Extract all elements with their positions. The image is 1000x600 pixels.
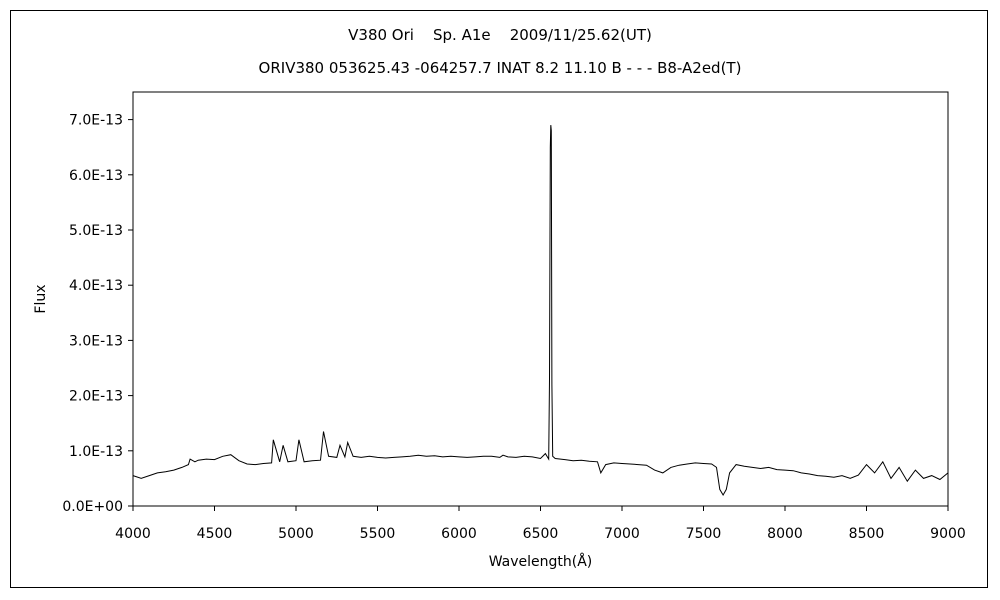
x-tick-label: 9000 — [930, 526, 966, 542]
chart-subtitle: ORIV380 053625.43 -064257.7 INAT 8.2 11.… — [258, 59, 742, 77]
x-tick-label: 5000 — [278, 526, 314, 542]
x-tick-label: 8000 — [767, 526, 803, 542]
x-tick-label: 5500 — [360, 526, 396, 542]
x-tick-label: 4000 — [115, 526, 151, 542]
x-tick-label: 6500 — [523, 526, 559, 542]
x-tick-label: 4500 — [197, 526, 233, 542]
y-tick-label: 1.0E-13 — [69, 444, 123, 460]
y-tick-label: 6.0E-13 — [69, 168, 123, 184]
chart-frame — [10, 10, 988, 588]
y-tick-label: 2.0E-13 — [69, 389, 123, 405]
x-axis-label: Wavelength(Å) — [489, 553, 593, 570]
spectrum-line — [132, 125, 949, 496]
x-tick-label: 7500 — [686, 526, 722, 542]
plot-area — [132, 91, 949, 507]
y-tick-label: 5.0E-13 — [69, 223, 123, 239]
x-tick-label: 8500 — [849, 526, 885, 542]
chart-title: V380 Ori Sp. A1e 2009/11/25.62(UT) — [348, 26, 652, 44]
y-axis: 0.0E+00 1.0E-13 2.0E-13 3.0E-13 4.0E-13 5.0E-… — [62, 113, 133, 515]
y-tick-label: 4.0E-13 — [69, 278, 123, 294]
y-axis-label: Flux — [33, 284, 49, 313]
y-tick-label: 0.0E+00 — [62, 499, 123, 515]
series-layer — [132, 125, 949, 496]
y-tick-label: 7.0E-13 — [69, 113, 123, 129]
x-tick-label: 7000 — [604, 526, 640, 542]
x-tick-label: 6000 — [441, 526, 477, 542]
y-tick-label: 3.0E-13 — [69, 333, 123, 349]
x-axis: 4000 4500 5000 5500 6000 6500 7000 7500 8000 8500… — [115, 506, 966, 542]
